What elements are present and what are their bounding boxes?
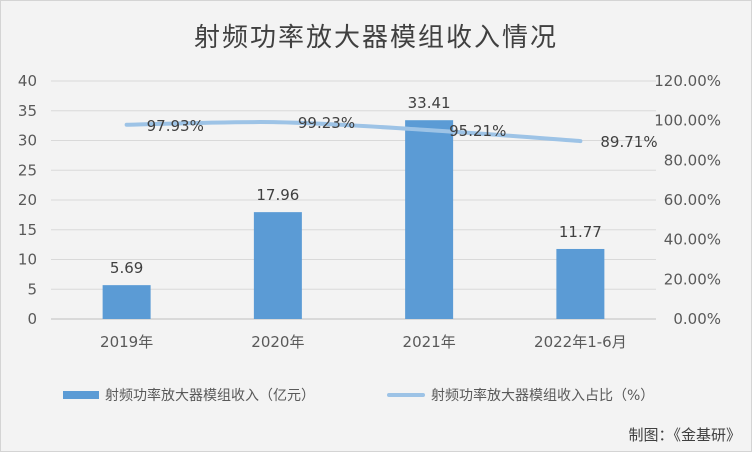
y-right-tick-label: 20.00%	[664, 270, 721, 288]
bar-data-label: 11.77	[559, 223, 602, 241]
legend-item-revenue: 射频功率放大器模组收入（亿元）	[63, 385, 315, 405]
y-right-tick-label: 80.00%	[664, 151, 721, 169]
y-left-tick-label: 30	[18, 132, 37, 150]
y-left-tick-label: 25	[18, 161, 37, 179]
line-data-label: 97.93%	[147, 117, 204, 135]
y-left-tick-label: 5	[27, 280, 37, 298]
x-tick-label: 2021年	[403, 333, 456, 351]
y-left-tick-label: 35	[18, 102, 37, 120]
legend-swatch-line	[387, 393, 425, 397]
line-data-label: 89.71%	[600, 133, 657, 151]
y-right-tick-label: 100.00%	[654, 112, 721, 130]
y-right-tick-label: 40.00%	[664, 231, 721, 249]
y-left-tick-label: 0	[27, 310, 37, 328]
share-line	[124, 120, 583, 144]
x-tick-label: 2020年	[251, 333, 304, 351]
bar-data-label: 5.69	[110, 259, 143, 277]
bar	[556, 248, 605, 319]
bar-data-label: 33.41	[408, 94, 451, 112]
legend-item-share: 射频功率放大器模组收入占比（%）	[387, 385, 654, 405]
bar-data-label: 17.96	[256, 186, 299, 204]
y-left-tick-label: 10	[18, 251, 37, 269]
x-tick-label: 2019年	[100, 333, 153, 351]
bar	[405, 120, 454, 319]
y-right-tick-label: 120.00%	[654, 72, 721, 90]
bar	[253, 212, 302, 319]
legend-label-share: 射频功率放大器模组收入占比（%）	[431, 388, 655, 404]
y-right-tick-label: 0.00%	[673, 310, 721, 328]
legend-swatch-bar	[63, 391, 99, 399]
y-left-tick-label: 20	[18, 191, 37, 209]
line-data-label: 95.21%	[449, 122, 506, 140]
y-left-tick-label: 40	[18, 72, 37, 90]
chart-credit: 制图：《金基研》	[628, 426, 741, 444]
x-tick-label: 2022年1-6月	[534, 333, 627, 351]
legend-label-revenue: 射频功率放大器模组收入（亿元）	[105, 388, 315, 404]
chart-title: 射频功率放大器模组收入情况	[193, 23, 558, 53]
bar	[102, 285, 151, 319]
y-right-tick-label: 60.00%	[664, 191, 721, 209]
y-left-tick-label: 15	[18, 221, 37, 239]
line-data-label: 99.23%	[298, 114, 355, 132]
